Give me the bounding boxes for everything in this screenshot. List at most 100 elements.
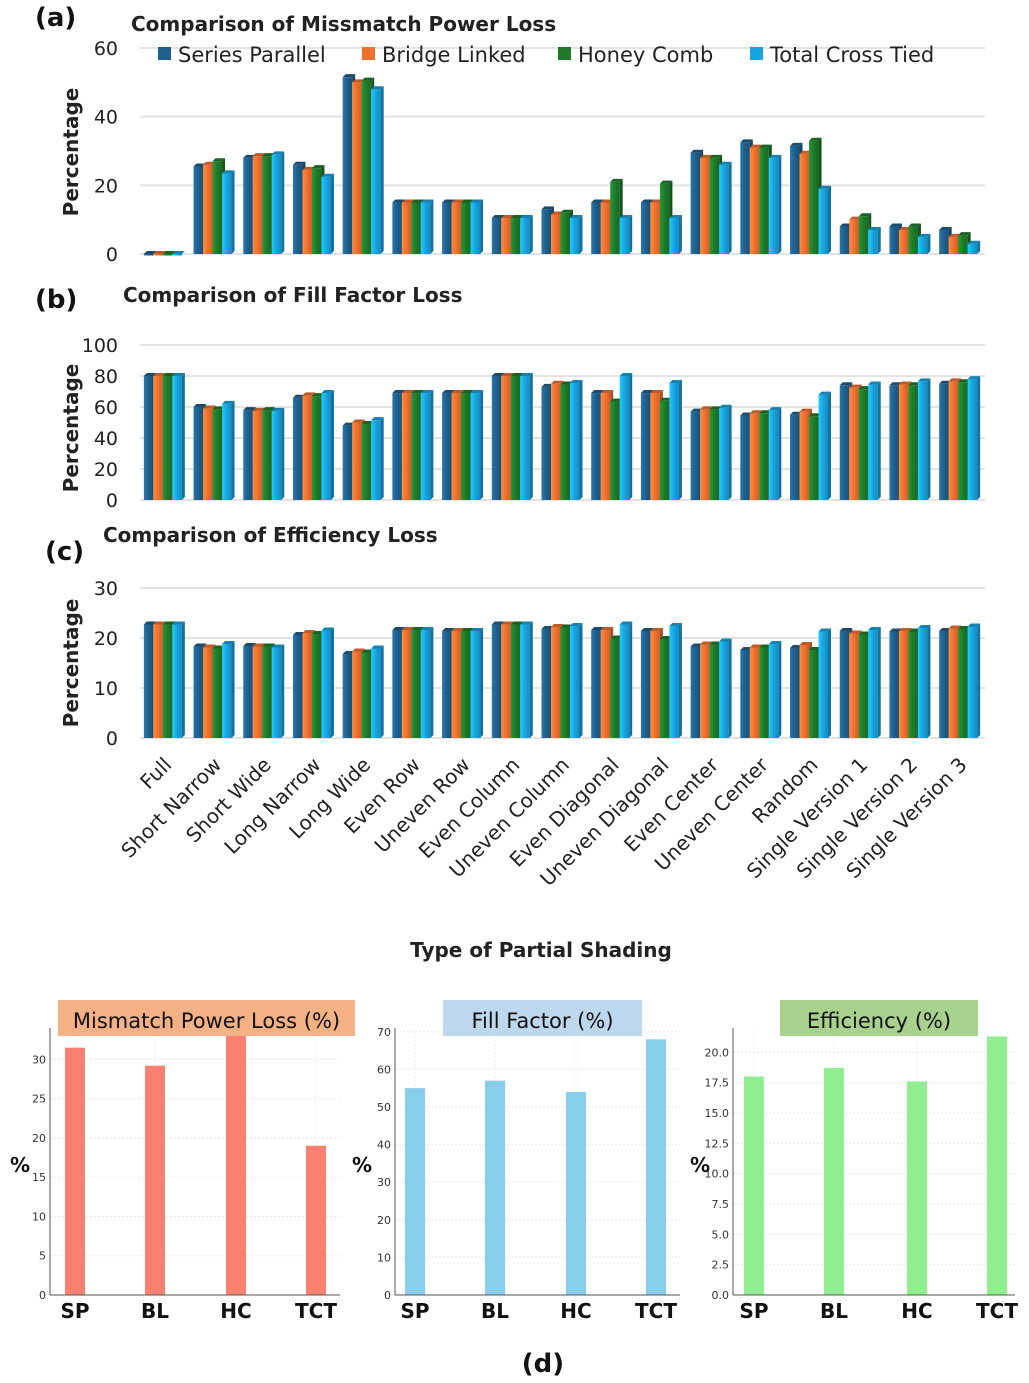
- bar-side: [728, 638, 732, 738]
- bar-top: [271, 151, 285, 155]
- bar-top: [898, 226, 912, 230]
- bar: [790, 414, 800, 500]
- bar: [203, 408, 213, 500]
- bar-top: [600, 627, 614, 630]
- bar: [790, 648, 800, 738]
- bar: [700, 157, 710, 254]
- bar: [243, 410, 253, 500]
- bar: [868, 630, 878, 738]
- bar-top: [650, 628, 663, 631]
- bar: [352, 422, 362, 500]
- y-tick-label: 15.0: [705, 1107, 730, 1120]
- bar: [700, 644, 710, 738]
- y-tick-label: 0: [106, 244, 118, 266]
- bar-top: [172, 621, 185, 625]
- bar-top: [212, 158, 226, 162]
- bar: [640, 202, 651, 254]
- bar-top: [193, 643, 207, 647]
- bar: [352, 651, 362, 738]
- legend-label: Bridge Linked: [382, 43, 526, 67]
- legend-swatch: [362, 47, 375, 60]
- bar-top: [311, 631, 325, 634]
- bar: [541, 386, 551, 500]
- bar-side: [629, 373, 633, 500]
- bar: [401, 202, 412, 254]
- bar: [948, 628, 959, 738]
- bar: [640, 631, 651, 738]
- bar-top: [768, 641, 782, 644]
- bar: [321, 176, 331, 254]
- bar: [361, 424, 372, 500]
- bar: [939, 229, 949, 254]
- bar: [491, 217, 502, 254]
- bar-top: [371, 86, 384, 90]
- bar: [858, 389, 869, 500]
- bar-top: [342, 651, 356, 654]
- bar-top: [321, 390, 334, 394]
- bar: [749, 413, 760, 500]
- bar-side: [877, 226, 881, 254]
- bar-top: [610, 398, 623, 402]
- y-tick-label: 100: [82, 335, 118, 357]
- chart-title: Mismatch Power Loss (%): [73, 1009, 340, 1033]
- bar-top: [967, 240, 981, 244]
- y-tick-label: 5: [39, 1250, 46, 1263]
- bar-top: [917, 625, 931, 628]
- x-axis-title: Type of Partial Shading: [410, 938, 672, 962]
- bar-side: [529, 621, 533, 738]
- bar: [768, 644, 779, 738]
- bar-top: [361, 77, 375, 81]
- y-axis-label: %: [690, 1153, 710, 1177]
- bar-top: [768, 154, 782, 158]
- bar: [311, 634, 322, 738]
- bar: [799, 411, 810, 500]
- bar: [600, 630, 611, 738]
- bar: [203, 647, 213, 738]
- bar: [759, 413, 769, 500]
- bar-side: [281, 407, 285, 500]
- y-tick-label: 7.5: [712, 1198, 730, 1211]
- bar-top: [143, 621, 157, 625]
- bar-top: [948, 625, 962, 629]
- y-tick-label: 25: [32, 1093, 46, 1106]
- bar-top: [292, 394, 306, 398]
- bar: [907, 1081, 927, 1295]
- bar: [939, 631, 949, 738]
- bar-top: [172, 251, 185, 254]
- bar-top: [700, 406, 713, 410]
- bar-top: [768, 407, 782, 411]
- bar: [491, 376, 502, 500]
- bar: [610, 638, 620, 738]
- bar-side: [977, 240, 981, 254]
- bar: [790, 145, 800, 254]
- x-tick-label: TCT: [976, 1299, 1018, 1323]
- bar: [967, 626, 978, 738]
- bar: [451, 393, 462, 500]
- bar: [520, 624, 530, 738]
- bar-side: [778, 154, 782, 254]
- bar: [967, 243, 978, 254]
- bar: [262, 646, 272, 738]
- y-axis-label: Percentage: [59, 88, 83, 217]
- bar: [442, 202, 452, 254]
- panel-label-a: (a): [35, 3, 76, 33]
- bar: [321, 393, 331, 500]
- y-tick-label: 80: [94, 366, 118, 388]
- bar-side: [778, 641, 782, 738]
- bar-top: [591, 627, 604, 630]
- bar: [908, 385, 918, 500]
- x-tick-label: BL: [820, 1299, 848, 1323]
- bar-top: [352, 79, 365, 83]
- bar-top: [212, 645, 226, 649]
- bar-side: [877, 627, 881, 738]
- bar-top: [501, 621, 514, 625]
- bar: [541, 629, 551, 738]
- bar: [690, 646, 701, 738]
- bar: [818, 188, 829, 254]
- bar: [520, 217, 530, 254]
- bar: [405, 1088, 425, 1295]
- bar-top: [917, 378, 931, 382]
- y-tick-label: 5.0: [712, 1228, 730, 1241]
- bar-top: [790, 411, 803, 415]
- bar-top: [790, 645, 803, 648]
